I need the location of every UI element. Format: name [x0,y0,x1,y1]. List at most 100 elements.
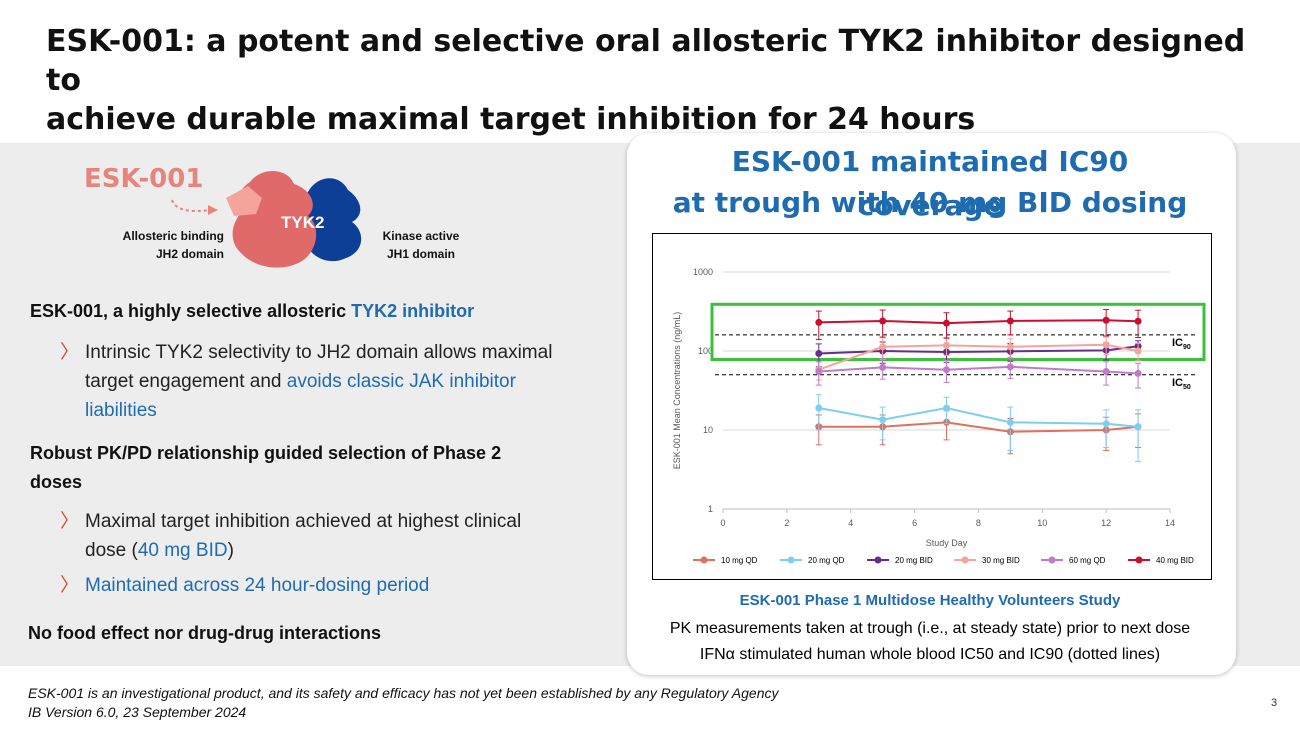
data-point-20-mg-qd [1134,423,1142,431]
bullet1-text: Intrinsic TYK2 selectivity to JH2 domain… [85,342,553,392]
kinase-active-label: Kinase active JH1 domain [376,227,466,263]
reference-label-ic50: IC50 [1172,377,1191,391]
data-point-20-mg-qd [815,404,823,412]
data-point-30-mg-bid [1006,343,1014,351]
footer-line1: ESK-001 is an investigational product, a… [28,685,779,701]
chevron-right-icon: 〉 [60,575,80,596]
slide-title-line1: ESK-001: a potent and selective oral all… [46,24,1246,98]
caption-line2: IFNα stimulated human whole blood IC50 a… [699,646,1161,663]
data-point-40-mg-bid [1134,317,1142,325]
x-tick-label: 10 [1037,518,1047,528]
data-point-60-mg-qd [879,363,887,371]
data-point-40-mg-bid [879,317,887,325]
heading-pkpd: Robust PK/PD relationship guided selecti… [30,443,502,492]
data-point-20-mg-qd [879,416,887,424]
x-tick-label: 8 [976,518,981,528]
y-tick-label: 1 [708,504,713,514]
tyk2-mechanism-diagram [171,170,362,268]
allosteric-line1: Allosteric binding [122,229,224,243]
bullet2-close: ) [227,540,234,561]
data-point-40-mg-bid [1006,317,1014,325]
data-point-30-mg-bid [1102,341,1110,349]
data-point-40-mg-bid [943,319,950,327]
esk-001-molecule-shape [226,186,262,216]
x-tick-label: 12 [1101,518,1111,528]
reference-label-ic90: IC90 [1172,337,1191,351]
data-point-40-mg-bid [1102,316,1110,324]
kinase-line1: Kinase active [382,229,460,243]
legend-marker-30-mg-bid [961,556,969,564]
data-point-60-mg-qd [1006,363,1014,371]
bullet3-text: Maintained across 24 hour-dosing period [85,575,430,596]
data-point-60-mg-qd [1102,368,1110,376]
data-point-30-mg-bid [943,341,950,349]
slide-title: ESK-001: a potent and selective oral all… [46,22,1266,139]
x-tick-label: 2 [784,518,789,528]
chevron-right-icon: 〉 [60,511,80,532]
data-point-30-mg-bid [879,343,887,351]
series-line-40-mg-bid [818,319,1139,325]
y-tick-label: 1000 [693,267,713,277]
legend-label-30-mg-bid: 30 mg BID [982,556,1020,565]
heading-selective-inhibitor: ESK-001, a highly selective allosteric T… [30,301,474,322]
pk-concentration-chart: 1 10 100 1000 0 2 4 6 8 10 12 14 Study Day ESK-001 Me… [672,267,1206,565]
legend-marker-20-mg-qd [787,556,795,564]
data-point-40-mg-bid [815,318,823,326]
chevron-right-icon: 〉 [60,342,80,363]
data-point-60-mg-qd [943,366,950,374]
data-point-60-mg-qd [815,368,823,376]
ic90-highlight-box [710,302,1206,362]
x-tick-label: 14 [1165,518,1175,528]
legend-label-10-mg-qd: 10 mg QD [721,556,758,565]
bullet-max-inhibition: 〉 Maximal target inhibition achieved at … [60,507,560,565]
legend-label-60-mg-qd: 60 mg QD [1069,556,1106,565]
y-tick-label: 100 [698,346,713,356]
page-number: 3 [1271,697,1278,709]
chart-frame: 1 10 100 1000 0 2 4 6 8 10 12 14 Study Day ESK-001 Me… [652,233,1212,580]
kinase-line2: JH1 domain [386,247,455,261]
data-point-20-mg-qd [1102,420,1110,428]
x-tick-label: 6 [912,518,917,528]
series-line-60-mg-qd [818,365,1139,375]
slide-title-line2: achieve durable maximal target inhibitio… [46,102,976,137]
data-point-20-mg-qd [1006,418,1014,426]
bullet-24h: 〉 Maintained across 24 hour-dosing perio… [60,571,560,600]
legend-label-20-mg-bid: 20 mg BID [895,556,933,565]
caption-study-name: ESK-001 Phase 1 Multidose Healthy Volunt… [739,592,1121,609]
x-axis-label: Study Day [926,538,968,548]
allosteric-binding-label: Allosteric binding JH2 domain [104,227,224,263]
allosteric-line2: JH2 domain [155,247,224,261]
data-point-60-mg-qd [1134,369,1142,377]
series-line-20-mg-qd [818,406,1139,428]
legend-marker-10-mg-qd [700,556,708,564]
bullet1-highlight: avoids classic JAK inhibitor liabilities [85,371,516,421]
legend-label-20-mg-qd: 20 mg QD [808,556,845,565]
y-axis-label: ESK-001 Mean Concentrations (ng/mL) [672,312,682,470]
footer-line2: IB Version 6.0, 23 September 2024 [28,704,247,720]
card-title-line2: at trough with 40 mg BID dosing [672,186,1188,219]
x-tick-label: 4 [848,518,853,528]
legend-marker-20-mg-bid [874,556,882,564]
bullet-selectivity: 〉 Intrinsic TYK2 selectivity to JH2 doma… [60,338,560,425]
card-title-line1: ESK-001 maintained IC90 coverage [731,145,1129,222]
binding-arrow-icon [171,199,213,212]
data-point-20-mg-bid [815,349,823,357]
legend-marker-60-mg-qd [1048,556,1056,564]
footer-disclaimer: ESK-001 is an investigational product, a… [28,684,779,722]
legend-label-40-mg-bid: 40 mg BID [1156,556,1194,565]
legend-marker-40-mg-bid [1135,556,1143,564]
tyk2-label: TYK2 [281,213,325,232]
heading1-highlight: TYK2 inhibitor [351,301,475,321]
series-line-10-mg-qd [818,421,1139,433]
binding-arrowhead-icon [208,205,218,215]
heading-no-food-effect: No food effect nor drug-drug interaction… [28,623,381,643]
y-tick-label: 10 [703,425,713,435]
bullet2-text: Maximal target inhibition achieved at hi… [85,511,522,561]
drug-label: ESK-001 [84,164,204,194]
x-tick-label: 0 [720,518,725,528]
data-point-20-mg-qd [943,404,950,412]
caption-line1: PK measurements taken at trough (i.e., a… [669,620,1191,637]
series-line-30-mg-bid [818,343,1139,371]
data-point-30-mg-bid [1134,347,1142,355]
bullet2-highlight: 40 mg BID [137,540,228,561]
